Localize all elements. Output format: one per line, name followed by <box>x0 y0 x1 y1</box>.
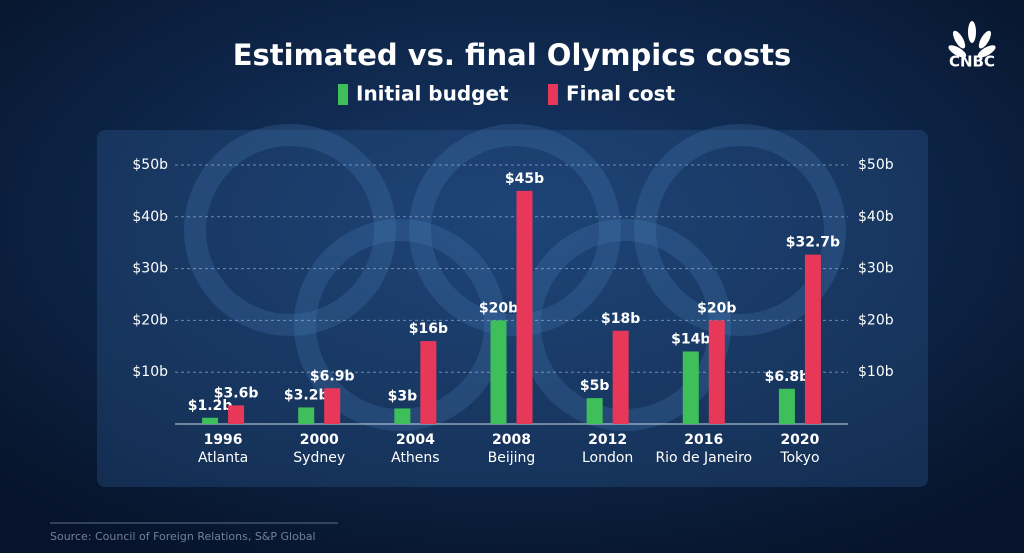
bar <box>778 388 795 424</box>
value-label: $14b <box>671 331 710 347</box>
bar <box>490 320 507 424</box>
source: Source: Council of Foreign Relations, S&… <box>50 530 316 543</box>
x-sub-label: Rio de Janeiro <box>655 450 752 466</box>
value-label: $6.9b <box>310 368 355 384</box>
x-tick-label: 2004 <box>396 432 435 448</box>
x-tick-label: 1996 <box>204 432 243 448</box>
bar <box>682 351 699 424</box>
x-sub-label: London <box>582 450 633 466</box>
x-tick-label: 2008 <box>492 432 531 448</box>
value-label: $3.6b <box>214 385 259 401</box>
bar <box>324 388 341 424</box>
value-label: $32.7b <box>786 235 840 251</box>
value-label: $5b <box>580 378 610 394</box>
value-label: $20b <box>697 300 736 316</box>
bar <box>804 254 821 424</box>
value-label: $18b <box>601 311 640 327</box>
y2-tick-label: $20b <box>858 312 894 328</box>
y-tick-label: $50b <box>132 157 168 173</box>
x-tick-label: 2012 <box>588 432 627 448</box>
x-tick-label: 2000 <box>300 432 339 448</box>
bar <box>612 330 629 424</box>
value-label: $3b <box>388 388 418 404</box>
bar <box>298 407 315 424</box>
x-sub-label: Atlanta <box>198 450 248 466</box>
bar <box>394 408 411 424</box>
value-label: $45b <box>505 171 544 187</box>
bar <box>202 417 219 424</box>
value-label: $1.2b <box>188 398 233 414</box>
x-tick-label: 2016 <box>684 432 723 448</box>
bar <box>516 190 533 424</box>
y2-tick-label: $30b <box>858 261 894 277</box>
x-tick-label: 2020 <box>780 432 819 448</box>
x-sub-label: Athens <box>391 450 439 466</box>
y-tick-label: $20b <box>132 312 168 328</box>
value-label: $6.8b <box>765 369 810 385</box>
bar <box>228 405 245 424</box>
y-tick-label: $30b <box>132 261 168 277</box>
y2-tick-label: $50b <box>858 157 894 173</box>
x-sub-label: Sydney <box>293 450 345 466</box>
legend-label: Initial budget <box>356 82 509 106</box>
legend-label: Final cost <box>566 82 676 106</box>
x-sub-label: Tokyo <box>779 450 819 466</box>
y2-tick-label: $40b <box>858 209 894 225</box>
bar <box>420 341 437 424</box>
cnbc-logo: CNBC <box>948 21 996 71</box>
bar <box>586 398 603 424</box>
y-tick-label: $10b <box>132 364 168 380</box>
bar <box>708 320 725 424</box>
y2-tick-label: $10b <box>858 364 894 380</box>
chart-title: Estimated vs. final Olympics costs <box>233 38 792 72</box>
legend-swatch <box>338 84 348 105</box>
value-label: $16b <box>409 321 448 337</box>
y-tick-label: $40b <box>132 209 168 225</box>
brand: CNBC <box>949 53 995 71</box>
x-sub-label: Beijing <box>488 450 536 466</box>
value-label: $20b <box>479 300 518 316</box>
legend-swatch <box>548 84 558 105</box>
value-label: $3.2b <box>284 387 329 403</box>
